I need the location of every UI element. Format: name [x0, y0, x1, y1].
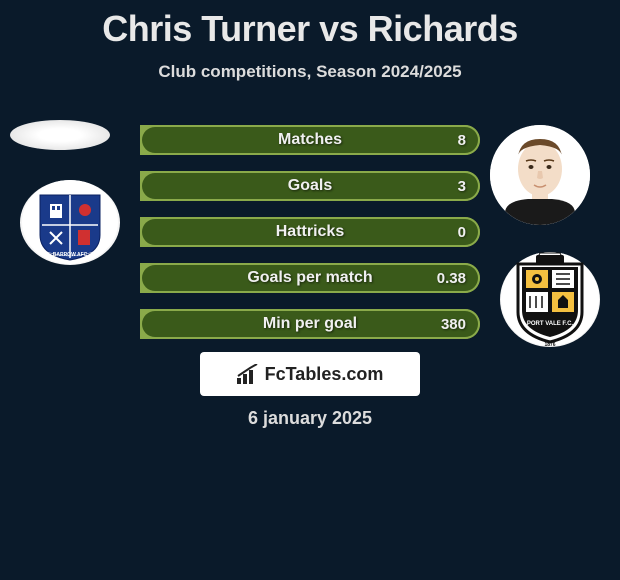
stat-label: Hattricks — [276, 223, 344, 241]
stat-inner: Min per goal 380 — [142, 311, 478, 337]
stat-inner: Goals per match 0.38 — [142, 265, 478, 291]
date-label: 6 january 2025 — [0, 408, 620, 429]
svg-text:BARROW AFC: BARROW AFC — [53, 252, 88, 258]
page-title: Chris Turner vs Richards — [0, 0, 620, 50]
chart-icon — [237, 364, 259, 384]
stat-right-value: 0 — [458, 224, 466, 241]
stat-right-value: 380 — [441, 316, 466, 333]
stat-row: Min per goal 380 — [140, 309, 480, 339]
stat-label: Min per goal — [263, 315, 357, 333]
svg-text:1876: 1876 — [544, 342, 555, 347]
subtitle: Club competitions, Season 2024/2025 — [0, 62, 620, 82]
stat-row: Hattricks 0 — [140, 217, 480, 247]
player-left-avatar — [10, 120, 110, 150]
stat-row: Matches 8 — [140, 125, 480, 155]
stat-label: Goals — [288, 177, 332, 195]
stat-right-value: 0.38 — [437, 270, 466, 287]
player-right-avatar — [490, 125, 590, 225]
stat-row: Goals per match 0.38 — [140, 263, 480, 293]
svg-text:PORT VALE F.C.: PORT VALE F.C. — [527, 321, 574, 327]
stat-right-value: 8 — [458, 132, 466, 149]
stats-container: Matches 8 Goals 3 Hattricks 0 Goals per … — [140, 125, 480, 355]
stat-inner: Goals 3 — [142, 173, 478, 199]
stat-label: Matches — [278, 131, 342, 149]
watermark-logo: FcTables.com — [200, 352, 420, 396]
club-right-badge: PORT VALE F.C. 1876 — [500, 252, 600, 347]
stat-label: Goals per match — [247, 269, 372, 287]
stat-row: Goals 3 — [140, 171, 480, 201]
club-left-badge: BARROW AFC — [20, 180, 120, 265]
stat-inner: Hattricks 0 — [142, 219, 478, 245]
watermark-text: FcTables.com — [265, 364, 384, 385]
stat-right-value: 3 — [458, 178, 466, 195]
stat-inner: Matches 8 — [142, 127, 478, 153]
